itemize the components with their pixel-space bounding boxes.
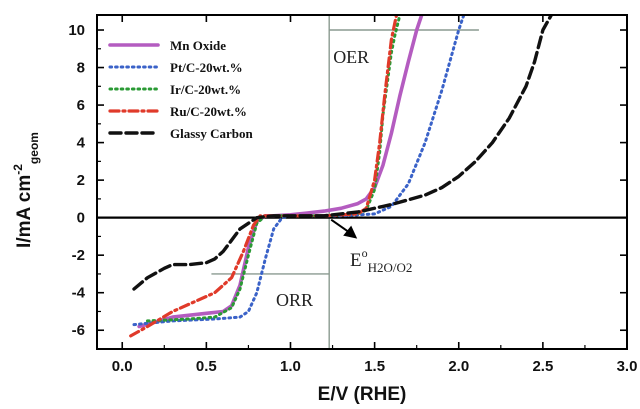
- y-tick-label: -6: [72, 322, 85, 339]
- annotations: OER ORR EoH2O/O2: [276, 47, 412, 310]
- x-tick-label: 2.5: [532, 358, 553, 375]
- potential-label: EoH2O/O2: [350, 246, 412, 275]
- x-axis-title: E/V (RHE): [318, 384, 407, 405]
- legend-label: Mn Oxide: [170, 38, 226, 53]
- legend-label: Glassy Carbon: [170, 126, 253, 141]
- potential-arrow-head: [343, 225, 358, 239]
- legend-label: Pt/C-20wt.%: [170, 60, 243, 75]
- orr-label: ORR: [276, 290, 313, 310]
- y-tick-label: 6: [77, 97, 85, 114]
- x-tick-label: 1.0: [280, 358, 301, 375]
- y-tick-label: -2: [72, 247, 85, 264]
- potential-label-sub: H2O/O2: [368, 260, 413, 275]
- series-layer: [129, 15, 553, 338]
- y-axis-title-sub: geom: [27, 132, 41, 164]
- oer-label: OER: [333, 47, 369, 67]
- legend-label: Ru/C-20wt.%: [170, 104, 247, 119]
- potential-label-main: E: [350, 250, 362, 271]
- x-tick-label: 3.0: [617, 358, 638, 375]
- plot-underlay: [97, 15, 627, 349]
- y-tick-label: 10: [68, 22, 85, 39]
- plot-frame: [96, 14, 628, 350]
- y-tick-label: 0: [77, 210, 85, 227]
- x-tick-label: 0.0: [112, 358, 133, 375]
- y-axis-title-text: I/mA cm-2geom: [11, 132, 41, 248]
- y-tick-label: 2: [77, 172, 85, 189]
- series-line-glassy-carbon: [132, 15, 553, 291]
- x-tick-label: 2.0: [448, 358, 469, 375]
- y-axis-title-sup: -2: [11, 164, 25, 175]
- x-tick-label: 0.5: [196, 358, 217, 375]
- y-axis-title: I/mA cm-2geom: [11, 132, 41, 248]
- legend: Mn Oxide Pt/C-20wt.% Ir/C-20wt.% Ru/C-20wt.…: [108, 38, 253, 141]
- y-tick-label: 4: [77, 135, 86, 152]
- potential-label-sup: o: [362, 246, 368, 260]
- x-tick-label: 1.5: [364, 358, 385, 375]
- axes-layer: 0.0 0.5 1.0 1.5 2.0 2.5 3.0 -6 -4 -2 0 2 4 6 8 10 E/V (R…: [11, 14, 638, 405]
- y-tick-label: -4: [72, 285, 86, 302]
- y-axis-title-main: I/mA cm: [14, 175, 35, 248]
- legend-label: Ir/C-20wt.%: [170, 82, 241, 97]
- y-tick-label: 8: [77, 60, 85, 77]
